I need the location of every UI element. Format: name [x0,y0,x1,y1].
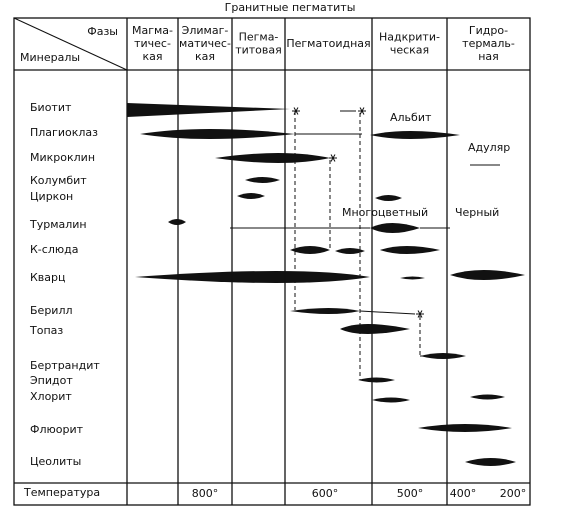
range-blob [140,129,295,139]
annotation: Адуляр [468,141,510,154]
title: Гранитные пегматиты [225,1,356,14]
diagonal [13,17,128,71]
asterisk-stroke [359,107,365,115]
range-blob [375,195,402,201]
temperature: 600° [312,487,339,500]
mineral-label: Микроклин [30,151,95,164]
asterisk [416,310,424,318]
temperature-label: Температура [23,486,100,499]
mineral-label: Кварц [30,271,66,284]
range-blob [470,394,505,400]
ranges [127,103,525,466]
range-blob [420,353,466,359]
column-header: Магма- [132,24,173,37]
mineral-label: Бертрандит [30,359,100,372]
temperature: 800° [192,487,219,500]
range-blob [290,308,360,314]
column-header: кая [195,50,215,63]
temperature: 400° [450,487,477,500]
range-blob [418,424,512,432]
range-blob [380,246,440,254]
range-blob [465,458,516,466]
asterisk-stroke [417,310,423,318]
annotation: Многоцветный [342,206,428,219]
column-header: Элимаг- [182,24,229,37]
temperature: 500° [397,487,424,500]
column-header: Пегма- [239,31,279,44]
column-header: ная [478,50,499,63]
mineral-label: Хлорит [30,390,72,403]
column-header: ческая [390,44,429,57]
mineral-label: Турмалин [29,218,87,231]
range-blob [340,324,410,334]
connector [359,310,416,315]
range-blob [335,248,365,254]
table-frame [13,17,531,506]
phases-label: Фазы [87,25,118,38]
annotation: Черный [455,206,499,219]
range-blob [400,276,425,280]
annotation: Альбит [390,111,432,124]
mineral-label: Биотит [30,101,72,114]
temperature: 200° [500,487,527,500]
range-blob [370,223,420,233]
range-blob [215,153,330,163]
column-header: матичес- [179,37,231,50]
range-blob [358,377,395,383]
range-blob [372,397,410,403]
mineral-label: Циркон [30,190,73,203]
column-header: титовая [235,44,282,57]
range-blob [450,270,525,280]
asterisk [358,107,366,115]
mineral-label: Колумбит [30,174,87,187]
mineral-label: Плагиоклаз [30,126,98,139]
column-header: Надкрити- [379,31,440,44]
mineral-label: К-слюда [30,243,78,256]
range-blob [237,193,265,199]
column-header: Пегматоидная [286,37,370,50]
range-blob [135,271,370,283]
column-header: термаль- [462,37,515,50]
column-header: тичес- [134,37,171,50]
asterisk [329,154,337,162]
range-blob [127,103,290,117]
mineral-label: Цеолиты [30,455,81,468]
range-blob [168,219,186,225]
mineral-label: Эпидот [30,374,73,387]
mineral-label: Топаз [29,324,63,337]
range-blob [290,246,330,254]
range-blob [370,131,460,139]
asterisk-stroke [330,154,336,162]
mineral-label: Флюорит [30,423,84,436]
asterisk-stroke [293,107,299,115]
column-header: Гидро- [469,24,508,37]
minerals-label: Минералы [20,51,80,64]
column-header: кая [142,50,162,63]
asterisk [292,107,300,115]
range-blob [245,177,280,183]
mineral-label: Берилл [30,304,73,317]
